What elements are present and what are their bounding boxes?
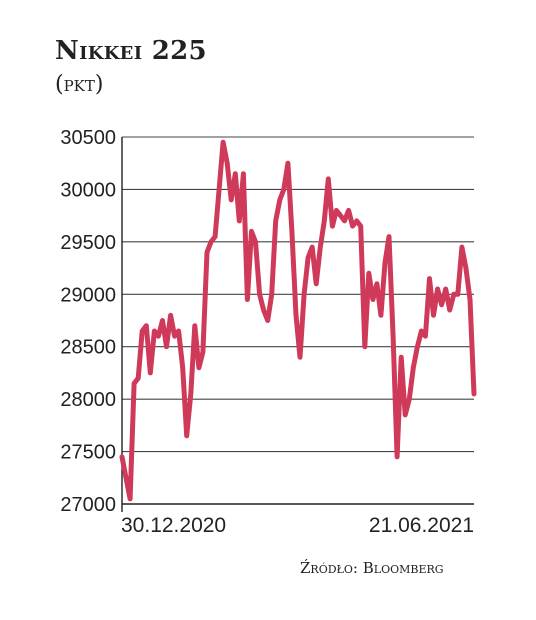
source-note: Źródło: Bloomberg	[300, 559, 444, 577]
y-tick-label: 27000	[60, 494, 116, 516]
y-tick-label: 28500	[60, 337, 116, 359]
y-tick-label: 28000	[60, 389, 116, 411]
chart-title: Nikkei 225	[55, 36, 207, 66]
x-tick-label: 30.12.2020	[121, 514, 226, 537]
y-tick-label: 27500	[60, 442, 116, 464]
chart-subtitle: (pkt)	[55, 72, 104, 97]
y-tick-label: 30000	[60, 179, 116, 201]
y-tick-label: 29000	[60, 284, 116, 306]
series-line	[119, 139, 477, 502]
x-tick-label: 21.06.2021	[369, 514, 474, 537]
y-tick-label: 29500	[60, 232, 116, 254]
y-tick-label: 30500	[60, 127, 116, 149]
